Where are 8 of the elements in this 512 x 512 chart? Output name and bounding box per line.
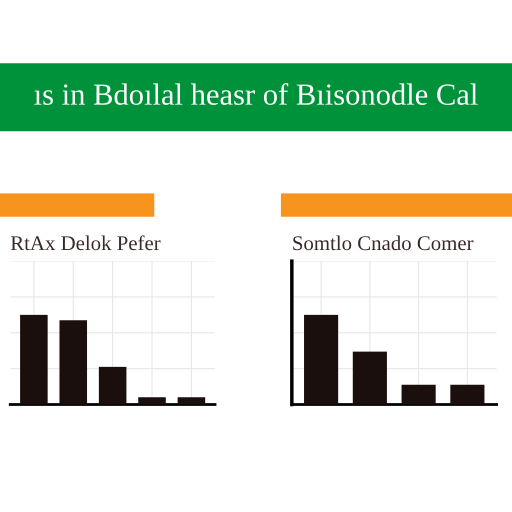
bar [20, 314, 48, 404]
bar [138, 397, 166, 404]
chart-title: Somtlo Cnado Comer [293, 236, 474, 250]
bar [59, 320, 88, 404]
chart-title: RtAx Delok Pefer [10, 235, 160, 250]
bar [178, 397, 206, 404]
bar [98, 366, 126, 404]
text: ıs in Bdoılal heasr of Bıisonodle Cal [34, 83, 478, 105]
